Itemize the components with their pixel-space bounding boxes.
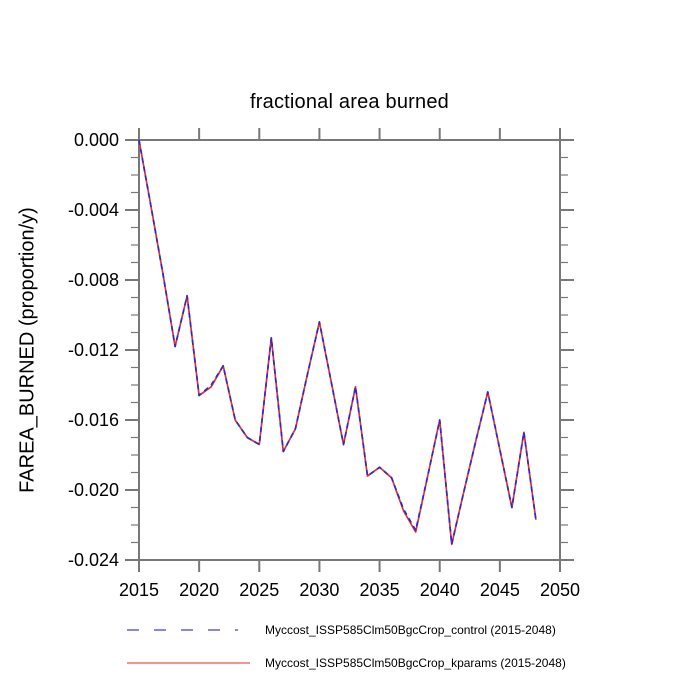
axis-box — [138, 139, 561, 561]
legend-label-control: Myccost_ISSP585Clm50BgcCrop_control (201… — [265, 623, 556, 637]
x-tick-label: 2015 — [119, 580, 159, 600]
y-tick-label: -0.020 — [68, 480, 119, 500]
x-tick-label: 2020 — [179, 580, 219, 600]
x-tick-label: 2035 — [360, 580, 400, 600]
legend-label-kparams: Myccost_ISSP585Clm50BgcCrop_kparams (201… — [265, 656, 566, 670]
x-tick-label: 2050 — [540, 580, 580, 600]
y-tick-label: -0.012 — [68, 340, 119, 360]
series-line-Myccost_ISSP585Clm50BgcCrop_control — [138, 139, 537, 546]
x-tick-label: 2045 — [480, 580, 520, 600]
series-line-Myccost_ISSP585Clm50BgcCrop_kparams — [138, 139, 537, 546]
y-tick-label: -0.016 — [68, 410, 119, 430]
y-tick-label: -0.004 — [68, 200, 119, 220]
chart-title: fractional area burned — [250, 91, 449, 113]
x-tick-label: 2030 — [299, 580, 339, 600]
y-tick-label: -0.024 — [68, 550, 119, 570]
y-tick-label: 0.000 — [74, 130, 119, 150]
x-tick-label: 2025 — [239, 580, 279, 600]
x-tick-label: 2040 — [420, 580, 460, 600]
y-tick-label: -0.008 — [68, 270, 119, 290]
